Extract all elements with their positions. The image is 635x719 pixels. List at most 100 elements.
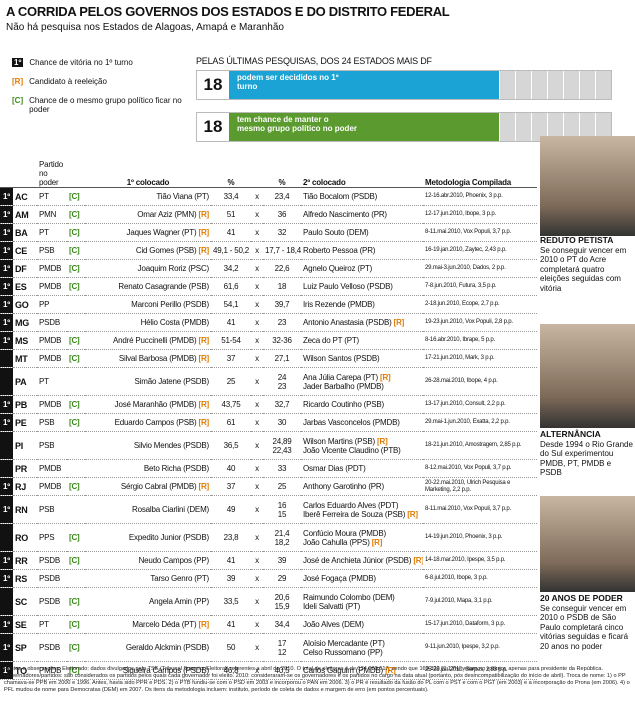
bar-segment — [289, 113, 304, 141]
sidebar-text: Se conseguir vencer em 2010 o PSDB de Sã… — [540, 603, 629, 651]
group-cell: [C] — [67, 241, 85, 260]
second-pct: 16 15 — [263, 495, 301, 524]
name-line: João Alves (DEM) — [303, 620, 421, 629]
candidate: Simão Jatene (PSDB) — [134, 377, 210, 386]
candidate: Omar Aziz (PMN) — [137, 210, 197, 219]
bar-segment — [579, 71, 595, 99]
footnote: Fontes e observações: Eleitorado: dados … — [4, 666, 630, 693]
name-line: Carlos Gaguim (PMDB) [R] — [303, 666, 421, 675]
reelection-tag: [R] — [198, 246, 209, 255]
pct-line: 21,4 — [274, 528, 290, 538]
bar-segment — [454, 71, 469, 99]
versus: x — [251, 551, 263, 570]
round-badge: 1º — [3, 643, 10, 652]
name-line: Aloísio Mercadante (PT) — [303, 639, 421, 648]
sidebar-text: Desde 1994 o Rio Grande do Sul experimen… — [540, 439, 633, 478]
pct-line: 22,43 — [272, 445, 292, 455]
pct-line: 25 — [277, 482, 287, 491]
versus: x — [251, 523, 263, 552]
candidate: João Vicente Claudino (PTB) — [303, 445, 401, 455]
party: PMDB — [37, 277, 67, 296]
party: PSDB — [37, 313, 67, 332]
methodology: 14-19.jun.2010, Phoenix, 3 p.p. — [423, 523, 537, 552]
group-cell: [C] — [67, 413, 85, 432]
bar-segment — [409, 71, 424, 99]
name-line: Raimundo Colombo (DEM) — [303, 593, 421, 602]
round-badge: 1º — [3, 505, 10, 514]
round-badge: 1º — [3, 228, 10, 237]
methodology: 18-21.jun.2010, Amostragem, 2,85 p.p. — [423, 431, 537, 460]
second-pct: 17 12 — [263, 633, 301, 662]
first-place: Beto Richa (PSDB) — [85, 459, 211, 478]
candidate: Ideli Salvatti (PT) — [303, 601, 361, 611]
state: SP — [13, 633, 37, 662]
legend-text: Chance de o mesmo grupo político ficar n… — [29, 96, 182, 114]
pct-line: 27,1 — [274, 354, 290, 363]
second-pct: 36 — [263, 205, 301, 224]
bar-segment — [424, 71, 439, 99]
bar-segment — [289, 71, 304, 99]
round-badge: 1º — [3, 264, 10, 273]
candidate: Tião Viana (PT) — [156, 192, 209, 201]
round-badge: 1º — [3, 282, 10, 291]
candidate: Angela Amin (PP) — [149, 597, 209, 606]
pct-line: 18,2 — [274, 537, 290, 547]
round-cell: 1º — [0, 187, 13, 206]
round-badge: 1º — [3, 556, 10, 565]
legend-badge: [C] — [12, 96, 24, 105]
versus: x — [251, 313, 263, 332]
bar-segment — [229, 71, 244, 99]
candidate: Marcelo Déda (PT) — [132, 620, 197, 629]
candidate: Expedito Junior (PSDB) — [128, 533, 209, 542]
round-badge: 1º — [3, 574, 10, 583]
reelection-tag: [R] — [393, 318, 405, 327]
round-cell — [0, 431, 13, 460]
bar-segment — [499, 71, 515, 99]
pct-line: 23 — [277, 318, 287, 327]
column-header: 2º colocado — [301, 160, 423, 188]
state: PB — [13, 395, 37, 414]
column-header: Metodologia Compilada — [423, 160, 537, 188]
party: PMDB — [37, 661, 67, 680]
group-tag: [C] — [69, 354, 80, 363]
versus: x — [251, 459, 263, 478]
party: PSB — [37, 495, 67, 524]
group-cell: [C] — [67, 661, 85, 680]
group-cell: [C] — [67, 551, 85, 570]
second-place: Wilson Martins (PSB) [R] João Vicente Cla… — [301, 431, 423, 460]
round-cell: 1º — [0, 241, 13, 260]
group-cell: [C] — [67, 615, 85, 634]
party: PMDB — [37, 331, 67, 350]
bar-segment — [439, 71, 454, 99]
first-place: André Puccinelli (PMDB) [R] — [85, 331, 211, 350]
bar-segment — [394, 71, 409, 99]
second-pct: 17,7 - 18,4 — [263, 241, 301, 260]
candidate: Silval Barbosa (PMDB) — [118, 354, 197, 363]
round-cell: 1º — [0, 259, 13, 278]
party: PMDB — [37, 259, 67, 278]
versus: x — [251, 277, 263, 296]
group-cell — [67, 495, 85, 524]
pct-line: 24 — [277, 372, 287, 382]
bar-segment — [531, 71, 547, 99]
name-line: Wilson Santos (PSDB) — [303, 354, 421, 363]
second-place: Carlos Gaguim (PMDB) [R] — [301, 661, 423, 680]
reelection-tag: [R] — [379, 372, 391, 382]
second-pct: 21,4 18,2 — [263, 523, 301, 552]
group-tag: [C] — [69, 597, 80, 606]
second-place: Ricardo Coutinho (PSB) — [301, 395, 423, 414]
state-row: 1º SP PSDB [C] Geraldo Alckmin (PSDB) 50 x 17 12… — [0, 633, 537, 662]
candidate: Rosalba Ciarlini (DEM) — [132, 505, 209, 514]
first-place: Tarso Genro (PT) — [85, 569, 211, 588]
state: RJ — [13, 477, 37, 496]
round-cell — [0, 367, 13, 396]
reelection-tag: [R] — [371, 537, 383, 547]
first-pct: 49 — [211, 495, 251, 524]
group-tag: [C] — [69, 336, 80, 345]
second-pct: 18 — [263, 277, 301, 296]
first-pct: 41 — [211, 223, 251, 242]
name-line: Paulo Souto (DEM) — [303, 228, 421, 237]
party: PMDB — [37, 459, 67, 478]
second-pct: 40,5 — [263, 661, 301, 680]
state: RN — [13, 495, 37, 524]
